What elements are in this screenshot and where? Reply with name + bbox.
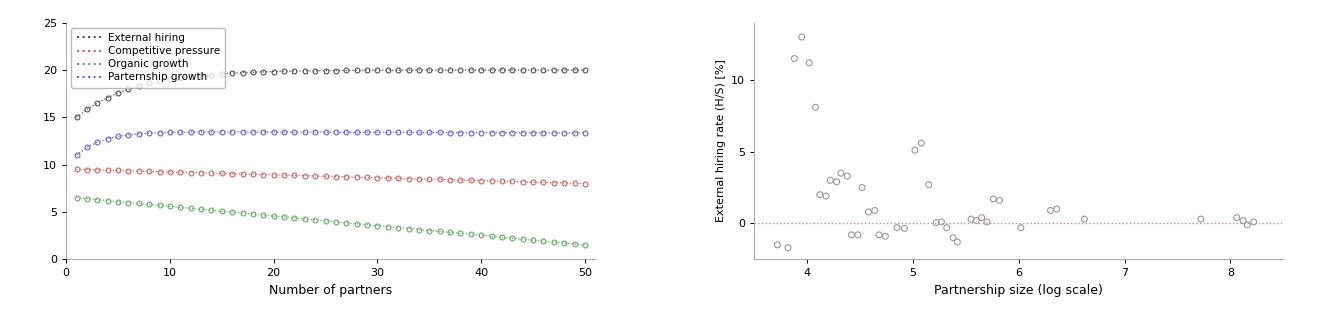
Point — [960, 216, 982, 222]
X-axis label: Partnership size (log scale): Partnership size (log scale) — [934, 284, 1103, 297]
Point — [942, 235, 963, 240]
X-axis label: Number of partners: Number of partners — [269, 284, 393, 297]
Point — [767, 242, 789, 248]
Point — [1233, 218, 1254, 223]
Point — [931, 219, 953, 225]
Point — [831, 171, 852, 176]
Point — [778, 245, 799, 250]
Point — [886, 225, 908, 230]
Point — [1226, 215, 1248, 220]
Point — [864, 208, 885, 213]
Point — [1237, 222, 1258, 227]
Point — [875, 234, 896, 239]
Point — [852, 185, 873, 190]
Point — [841, 232, 863, 237]
Point — [905, 148, 926, 153]
Point — [983, 196, 1004, 202]
Point — [966, 218, 987, 223]
Point — [976, 219, 998, 225]
Point — [1191, 216, 1212, 222]
Point — [836, 173, 857, 179]
Point — [971, 215, 992, 220]
Legend: External hiring, Competitive pressure, Organic growth, Parternship growth: External hiring, Competitive pressure, O… — [71, 28, 225, 88]
Point — [804, 105, 826, 110]
Point — [894, 226, 916, 231]
Point — [1046, 206, 1068, 212]
Point — [857, 209, 878, 214]
Point — [799, 60, 820, 65]
Point — [926, 220, 947, 225]
Point — [826, 179, 847, 184]
Point — [847, 232, 868, 237]
Point — [1244, 219, 1265, 225]
Point — [815, 193, 836, 199]
Point — [990, 198, 1011, 203]
Point — [791, 34, 812, 40]
Point — [910, 141, 931, 146]
Point — [1074, 216, 1095, 222]
Point — [783, 56, 804, 61]
Point — [810, 192, 831, 197]
Point — [918, 182, 939, 187]
Point — [1011, 225, 1032, 230]
Point — [937, 225, 958, 230]
Y-axis label: External hiring rate (H/S) [%]: External hiring rate (H/S) [%] — [716, 60, 725, 222]
Point — [868, 232, 889, 237]
Point — [820, 178, 841, 183]
Point — [1040, 208, 1061, 213]
Point — [947, 239, 968, 245]
